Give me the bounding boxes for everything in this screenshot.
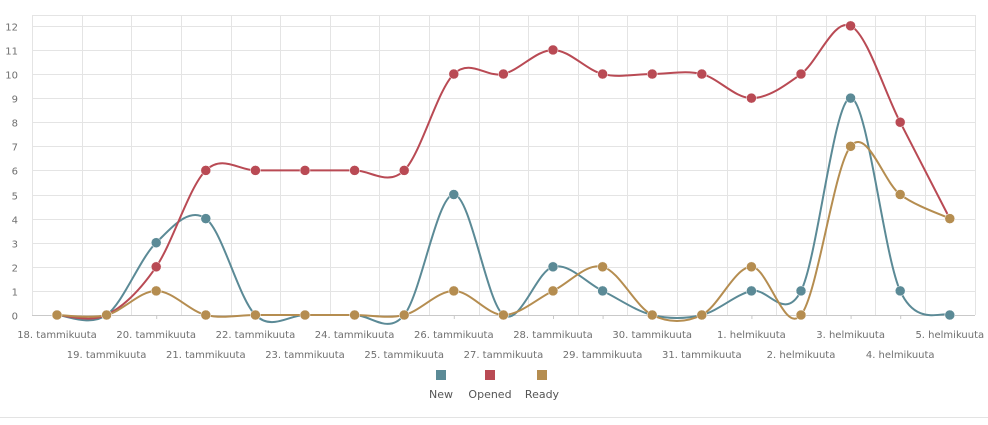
data-point-opened	[349, 165, 360, 176]
legend-item-ready: Ready	[525, 370, 560, 401]
data-point-new	[845, 92, 856, 104]
data-point-opened	[448, 68, 460, 80]
y-tick-label: 10	[5, 71, 18, 82]
x-tick-label: 23. tammikuuta	[265, 350, 345, 361]
data-point-opened	[150, 261, 162, 273]
x-tick-label: 30. tammikuuta	[612, 330, 692, 341]
y-tick-label: 9	[12, 95, 18, 106]
series-line-ready	[56, 141, 951, 323]
x-axis-ticks: 18. tammikuuta 19. tammikuuta 20. tammikuu…	[17, 330, 984, 361]
data-point-ready	[349, 309, 360, 321]
data-point-ready	[250, 309, 261, 321]
data-point-opened	[200, 165, 212, 176]
grid-lines	[32, 15, 976, 315]
x-tick-label: 19. tammikuuta	[67, 350, 147, 361]
data-point-ready	[299, 309, 311, 321]
x-tick-label: 31. tammikuuta	[662, 350, 742, 361]
data-point-new	[547, 261, 559, 273]
legend-label-ready: Ready	[525, 388, 560, 401]
data-point-new	[200, 213, 212, 224]
x-tick-label: 3. helmikuuta	[816, 330, 885, 341]
data-point-ready	[845, 141, 856, 152]
data-point-ready	[894, 189, 906, 200]
data-point-ready	[398, 309, 410, 321]
y-tick-label: 7	[12, 143, 18, 154]
y-tick-label: 4	[12, 216, 18, 227]
data-point-ready	[200, 309, 212, 321]
data-point-ready	[547, 285, 559, 297]
data-point-opened	[250, 165, 261, 176]
data-point-ready	[101, 309, 112, 321]
data-point-new	[150, 237, 162, 248]
data-point-opened	[894, 116, 906, 128]
y-tick-label: 1	[12, 288, 18, 299]
x-tick-label: 26. tammikuuta	[414, 330, 494, 341]
data-point-opened	[845, 20, 856, 32]
data-point-opened	[646, 68, 658, 80]
x-tick-label: 18. tammikuuta	[17, 330, 97, 341]
x-tick-label: 21. tammikuuta	[166, 350, 246, 361]
data-point-new	[795, 285, 807, 297]
x-tick-label: 4. helmikuuta	[866, 350, 935, 361]
data-point-ready	[51, 309, 63, 321]
data-point-ready	[448, 285, 460, 297]
x-tick-label: 20. tammikuuta	[116, 330, 196, 341]
legend-item-opened: Opened	[468, 370, 512, 401]
legend-label-opened: Opened	[468, 388, 511, 401]
x-tick-label: 27. tammikuuta	[464, 350, 544, 361]
data-point-opened	[498, 68, 509, 80]
legend-label-new: New	[429, 388, 453, 401]
x-tick-label: 22. tammikuuta	[216, 330, 296, 341]
x-tick-label: 29. tammikuuta	[563, 350, 643, 361]
data-point-new	[448, 189, 460, 200]
x-tick-label: 25. tammikuuta	[364, 350, 444, 361]
data-point-opened	[597, 68, 608, 80]
data-point-ready	[944, 213, 956, 224]
data-point-ready	[696, 309, 708, 321]
y-tick-label: 3	[12, 240, 18, 251]
series-ready	[51, 141, 956, 323]
y-tick-label: 11	[5, 47, 18, 58]
legend: New Opened Ready	[429, 370, 560, 401]
series-group	[51, 20, 956, 325]
data-point-new	[597, 285, 608, 297]
data-point-new	[746, 285, 757, 297]
x-tick-label: 28. tammikuuta	[513, 330, 593, 341]
y-tick-label: 8	[12, 119, 18, 130]
y-tick-label: 5	[12, 192, 18, 203]
legend-item-new: New	[429, 370, 453, 401]
series-line-new	[56, 97, 951, 325]
data-point-opened	[299, 165, 311, 176]
data-point-new	[944, 309, 956, 321]
x-tick-label: 1. helmikuuta	[717, 330, 786, 341]
bottom-divider	[0, 417, 988, 418]
data-point-ready	[646, 309, 658, 321]
legend-swatch-new	[436, 370, 446, 380]
y-tick-label: 2	[12, 264, 18, 275]
series-new	[51, 92, 956, 325]
data-point-opened	[398, 165, 410, 176]
data-point-new	[894, 285, 906, 297]
data-point-opened	[795, 68, 807, 80]
data-point-opened	[696, 68, 708, 80]
data-point-ready	[795, 309, 807, 321]
legend-swatch-ready	[537, 370, 547, 380]
y-tick-label: 12	[5, 23, 18, 34]
y-tick-label: 6	[12, 167, 18, 178]
data-point-ready	[597, 261, 608, 273]
x-tick-label: 24. tammikuuta	[315, 330, 395, 341]
x-tick-label: 5. helmikuuta	[915, 330, 984, 341]
y-tick-label: 0	[12, 312, 18, 323]
data-point-opened	[746, 92, 757, 104]
legend-swatch-opened	[485, 370, 495, 380]
x-tick-label: 2. helmikuuta	[767, 350, 836, 361]
data-point-opened	[547, 44, 559, 56]
data-point-ready	[498, 309, 509, 321]
data-point-ready	[746, 261, 757, 273]
data-point-ready	[150, 285, 162, 297]
